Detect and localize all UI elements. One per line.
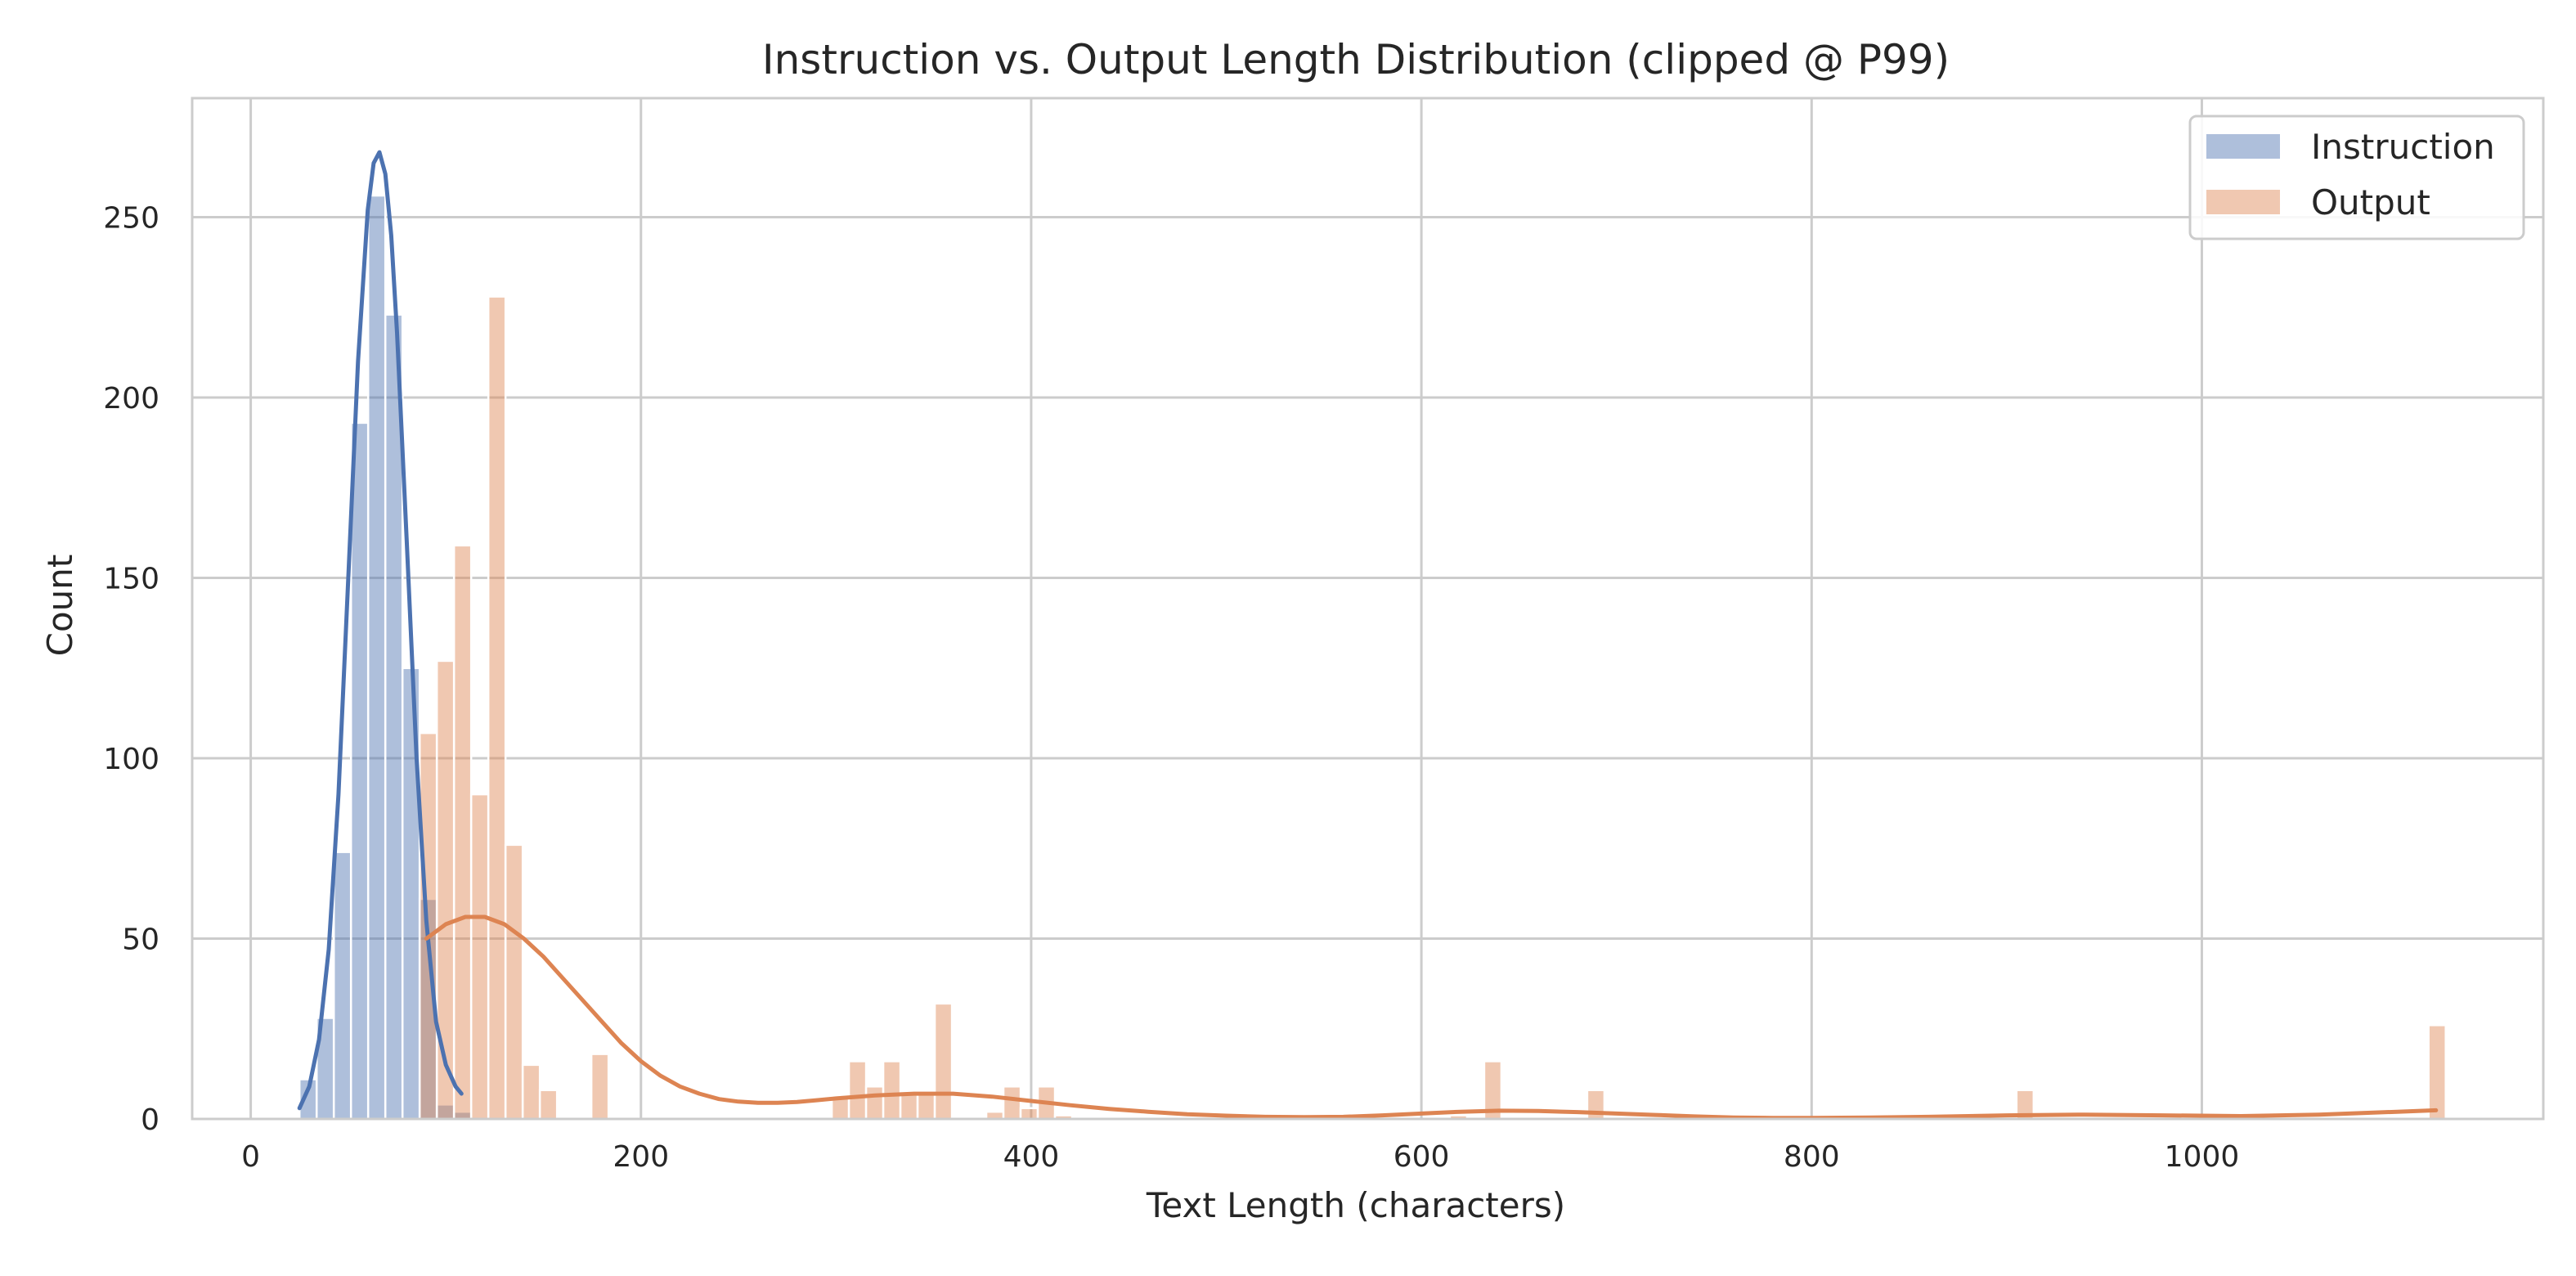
y-tick-labels: 0 50 100 150 200 250 — [103, 202, 159, 1137]
plot-frame — [191, 97, 2545, 1121]
legend-swatch-output — [2206, 190, 2280, 214]
x-tick-labels: 0 200 400 600 800 1000 — [241, 1140, 2239, 1174]
y-tick-label-0: 0 — [141, 1103, 159, 1137]
chart-title: Instruction vs. Output Length Distributi… — [762, 36, 1950, 83]
output-bar-3 — [469, 793, 490, 1121]
output-bar-2 — [452, 544, 473, 1121]
y-axis-label: Count — [40, 555, 80, 657]
x-tick-label-4: 800 — [1784, 1140, 1840, 1174]
output-bar-10 — [847, 1060, 868, 1121]
x-axis-label: Text Length (characters) — [1146, 1185, 1565, 1225]
y-tick-label-2: 100 — [103, 743, 159, 776]
instruction-bar-4 — [366, 194, 387, 1121]
y-tick-label-4: 200 — [103, 382, 159, 416]
legend: Instruction Output — [2188, 115, 2525, 240]
output-bar-15 — [933, 1002, 954, 1121]
output-bar-12 — [882, 1060, 902, 1121]
instruction-bar-3 — [349, 421, 370, 1121]
output-bar-14 — [916, 1092, 936, 1121]
output-bars — [418, 295, 2447, 1121]
instruction-bar-2 — [332, 851, 352, 1121]
output-bar-25 — [2427, 1024, 2447, 1121]
legend-label-output: Output — [2311, 182, 2430, 222]
instruction-kde-line — [297, 150, 464, 1111]
legend-box — [2188, 115, 2525, 240]
output-bar-11 — [864, 1085, 885, 1121]
y-tick-label-1: 50 — [122, 923, 159, 957]
legend-swatch-instruction — [2206, 134, 2280, 159]
y-tick-label-5: 250 — [103, 202, 159, 236]
x-tick-label-3: 600 — [1393, 1140, 1450, 1174]
output-bar-6 — [521, 1063, 541, 1121]
x-tick-label-0: 0 — [241, 1140, 260, 1174]
output-bar-4 — [487, 295, 507, 1121]
output-bar-17 — [1002, 1085, 1022, 1121]
output-bar-1 — [435, 659, 456, 1121]
legend-label-instruction: Instruction — [2311, 127, 2495, 167]
y-tick-label-3: 150 — [103, 563, 159, 596]
output-bar-13 — [899, 1092, 919, 1121]
x-tick-label-2: 400 — [1003, 1140, 1060, 1174]
output-bar-7 — [538, 1089, 559, 1121]
output-bar-8 — [590, 1053, 610, 1121]
output-bar-5 — [504, 843, 524, 1121]
output-bar-18 — [1019, 1107, 1039, 1121]
x-tick-label-1: 200 — [613, 1140, 669, 1174]
x-tick-label-5: 1000 — [2165, 1140, 2240, 1174]
